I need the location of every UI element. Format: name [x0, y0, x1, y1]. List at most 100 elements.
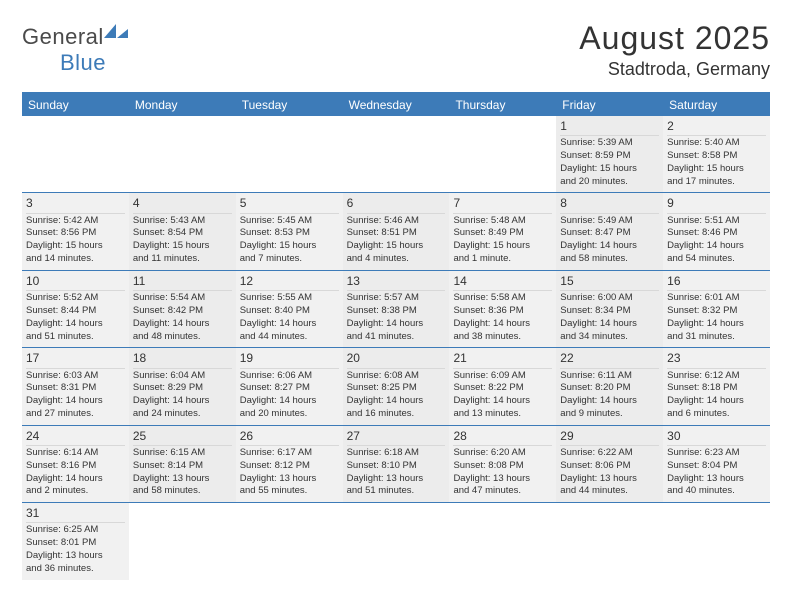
- sunset-text: Sunset: 8:51 PM: [347, 227, 446, 240]
- day-number: 26: [240, 428, 339, 446]
- daylight-text: and 13 minutes.: [453, 408, 552, 421]
- day-cell: 23Sunrise: 6:12 AMSunset: 8:18 PMDayligh…: [663, 348, 770, 424]
- weekday-header: Thursday: [449, 94, 556, 116]
- calendar: SundayMondayTuesdayWednesdayThursdayFrid…: [22, 92, 770, 580]
- daylight-text: and 16 minutes.: [347, 408, 446, 421]
- sunrise-text: Sunrise: 5:54 AM: [133, 292, 232, 305]
- day-cell: 16Sunrise: 6:01 AMSunset: 8:32 PMDayligh…: [663, 271, 770, 347]
- day-number: 5: [240, 195, 339, 213]
- day-number: 25: [133, 428, 232, 446]
- week-row: 10Sunrise: 5:52 AMSunset: 8:44 PMDayligh…: [22, 271, 770, 348]
- sunset-text: Sunset: 8:29 PM: [133, 382, 232, 395]
- day-cell: 18Sunrise: 6:04 AMSunset: 8:29 PMDayligh…: [129, 348, 236, 424]
- day-cell: 29Sunrise: 6:22 AMSunset: 8:06 PMDayligh…: [556, 426, 663, 502]
- daylight-text: Daylight: 13 hours: [667, 473, 766, 486]
- sunrise-text: Sunrise: 6:08 AM: [347, 370, 446, 383]
- daylight-text: and 51 minutes.: [26, 331, 125, 344]
- sunrise-text: Sunrise: 6:09 AM: [453, 370, 552, 383]
- sunset-text: Sunset: 8:49 PM: [453, 227, 552, 240]
- sunrise-text: Sunrise: 6:18 AM: [347, 447, 446, 460]
- day-cell: 21Sunrise: 6:09 AMSunset: 8:22 PMDayligh…: [449, 348, 556, 424]
- sunrise-text: Sunrise: 6:15 AM: [133, 447, 232, 460]
- day-number: 28: [453, 428, 552, 446]
- day-number: 7: [453, 195, 552, 213]
- sunrise-text: Sunrise: 6:11 AM: [560, 370, 659, 383]
- day-number: 15: [560, 273, 659, 291]
- daylight-text: and 38 minutes.: [453, 331, 552, 344]
- daylight-text: and 27 minutes.: [26, 408, 125, 421]
- day-number: 16: [667, 273, 766, 291]
- week-row: 1Sunrise: 5:39 AMSunset: 8:59 PMDaylight…: [22, 116, 770, 193]
- daylight-text: and 20 minutes.: [560, 176, 659, 189]
- sunset-text: Sunset: 8:16 PM: [26, 460, 125, 473]
- day-number: 27: [347, 428, 446, 446]
- sunset-text: Sunset: 8:01 PM: [26, 537, 125, 550]
- sunrise-text: Sunrise: 6:23 AM: [667, 447, 766, 460]
- daylight-text: Daylight: 14 hours: [667, 318, 766, 331]
- daylight-text: Daylight: 14 hours: [560, 240, 659, 253]
- sunset-text: Sunset: 8:59 PM: [560, 150, 659, 163]
- logo-text-1: General: [22, 24, 104, 49]
- sunset-text: Sunset: 8:14 PM: [133, 460, 232, 473]
- day-number: 14: [453, 273, 552, 291]
- sunset-text: Sunset: 8:40 PM: [240, 305, 339, 318]
- daylight-text: and 54 minutes.: [667, 253, 766, 266]
- week-row: 24Sunrise: 6:14 AMSunset: 8:16 PM Dayligh…: [22, 426, 770, 503]
- sunset-text: Sunset: 8:47 PM: [560, 227, 659, 240]
- day-cell: 1Sunrise: 5:39 AMSunset: 8:59 PMDaylight…: [556, 116, 663, 192]
- daylight-text: and 41 minutes.: [347, 331, 446, 344]
- sunrise-text: Sunrise: 5:52 AM: [26, 292, 125, 305]
- empty-cell: [236, 116, 343, 192]
- day-number: 12: [240, 273, 339, 291]
- header: GeneralBlue August 2025 Stadtroda, Germa…: [22, 20, 770, 80]
- day-cell: 11Sunrise: 5:54 AMSunset: 8:42 PMDayligh…: [129, 271, 236, 347]
- sunrise-text: Sunrise: 6:25 AM: [26, 524, 125, 537]
- daylight-text: Daylight: 14 hours: [240, 395, 339, 408]
- day-cell: 4Sunrise: 5:43 AMSunset: 8:54 PMDaylight…: [129, 193, 236, 269]
- sunrise-text: Sunrise: 6:20 AM: [453, 447, 552, 460]
- sunset-text: Sunset: 8:22 PM: [453, 382, 552, 395]
- empty-cell: [343, 503, 450, 579]
- daylight-text: and 47 minutes.: [453, 485, 552, 498]
- daylight-text: Daylight: 15 hours: [347, 240, 446, 253]
- daylight-text: and 44 minutes.: [560, 485, 659, 498]
- day-number: 24: [26, 428, 125, 446]
- day-cell: 17Sunrise: 6:03 AMSunset: 8:31 PMDayligh…: [22, 348, 129, 424]
- day-cell: 7Sunrise: 5:48 AMSunset: 8:49 PMDaylight…: [449, 193, 556, 269]
- daylight-text: Daylight: 14 hours: [347, 395, 446, 408]
- sunrise-text: Sunrise: 6:14 AM: [26, 447, 125, 460]
- sunrise-text: Sunrise: 6:06 AM: [240, 370, 339, 383]
- daylight-text: Daylight: 14 hours: [26, 395, 125, 408]
- sunrise-text: Sunrise: 5:49 AM: [560, 215, 659, 228]
- sunset-text: Sunset: 8:12 PM: [240, 460, 339, 473]
- day-cell: 8 Sunrise: 5:49 AMSunset: 8:47 PMDaylight…: [556, 193, 663, 269]
- day-number: 8: [560, 195, 659, 213]
- empty-cell: [236, 503, 343, 579]
- sunset-text: Sunset: 8:08 PM: [453, 460, 552, 473]
- sunrise-text: Sunrise: 5:51 AM: [667, 215, 766, 228]
- daylight-text: and 34 minutes.: [560, 331, 659, 344]
- daylight-text: and 51 minutes.: [347, 485, 446, 498]
- sunset-text: Sunset: 8:42 PM: [133, 305, 232, 318]
- day-cell: 28Sunrise: 6:20 AMSunset: 8:08 PMDayligh…: [449, 426, 556, 502]
- sunrise-text: Sunrise: 5:39 AM: [560, 137, 659, 150]
- sunset-text: Sunset: 8:58 PM: [667, 150, 766, 163]
- day-number: 13: [347, 273, 446, 291]
- sunrise-text: Sunrise: 6:04 AM: [133, 370, 232, 383]
- daylight-text: and 11 minutes.: [133, 253, 232, 266]
- daylight-text: and 55 minutes.: [240, 485, 339, 498]
- day-cell: 20Sunrise: 6:08 AMSunset: 8:25 PMDayligh…: [343, 348, 450, 424]
- week-row: 17Sunrise: 6:03 AMSunset: 8:31 PMDayligh…: [22, 348, 770, 425]
- empty-cell: [22, 116, 129, 192]
- sunrise-text: Sunrise: 6:17 AM: [240, 447, 339, 460]
- sunset-text: Sunset: 8:53 PM: [240, 227, 339, 240]
- day-cell: 30Sunrise: 6:23 AMSunset: 8:04 PMDayligh…: [663, 426, 770, 502]
- week-row: 3Sunrise: 5:42 AMSunset: 8:56 PMDaylight…: [22, 193, 770, 270]
- sunrise-text: Sunrise: 6:01 AM: [667, 292, 766, 305]
- day-number: 29: [560, 428, 659, 446]
- day-cell: 2Sunrise: 5:40 AMSunset: 8:58 PMDaylight…: [663, 116, 770, 192]
- logo-text-2: Blue: [60, 50, 106, 75]
- daylight-text: and 14 minutes.: [26, 253, 125, 266]
- daylight-text: Daylight: 15 hours: [26, 240, 125, 253]
- day-cell: 25Sunrise: 6:15 AMSunset: 8:14 PMDayligh…: [129, 426, 236, 502]
